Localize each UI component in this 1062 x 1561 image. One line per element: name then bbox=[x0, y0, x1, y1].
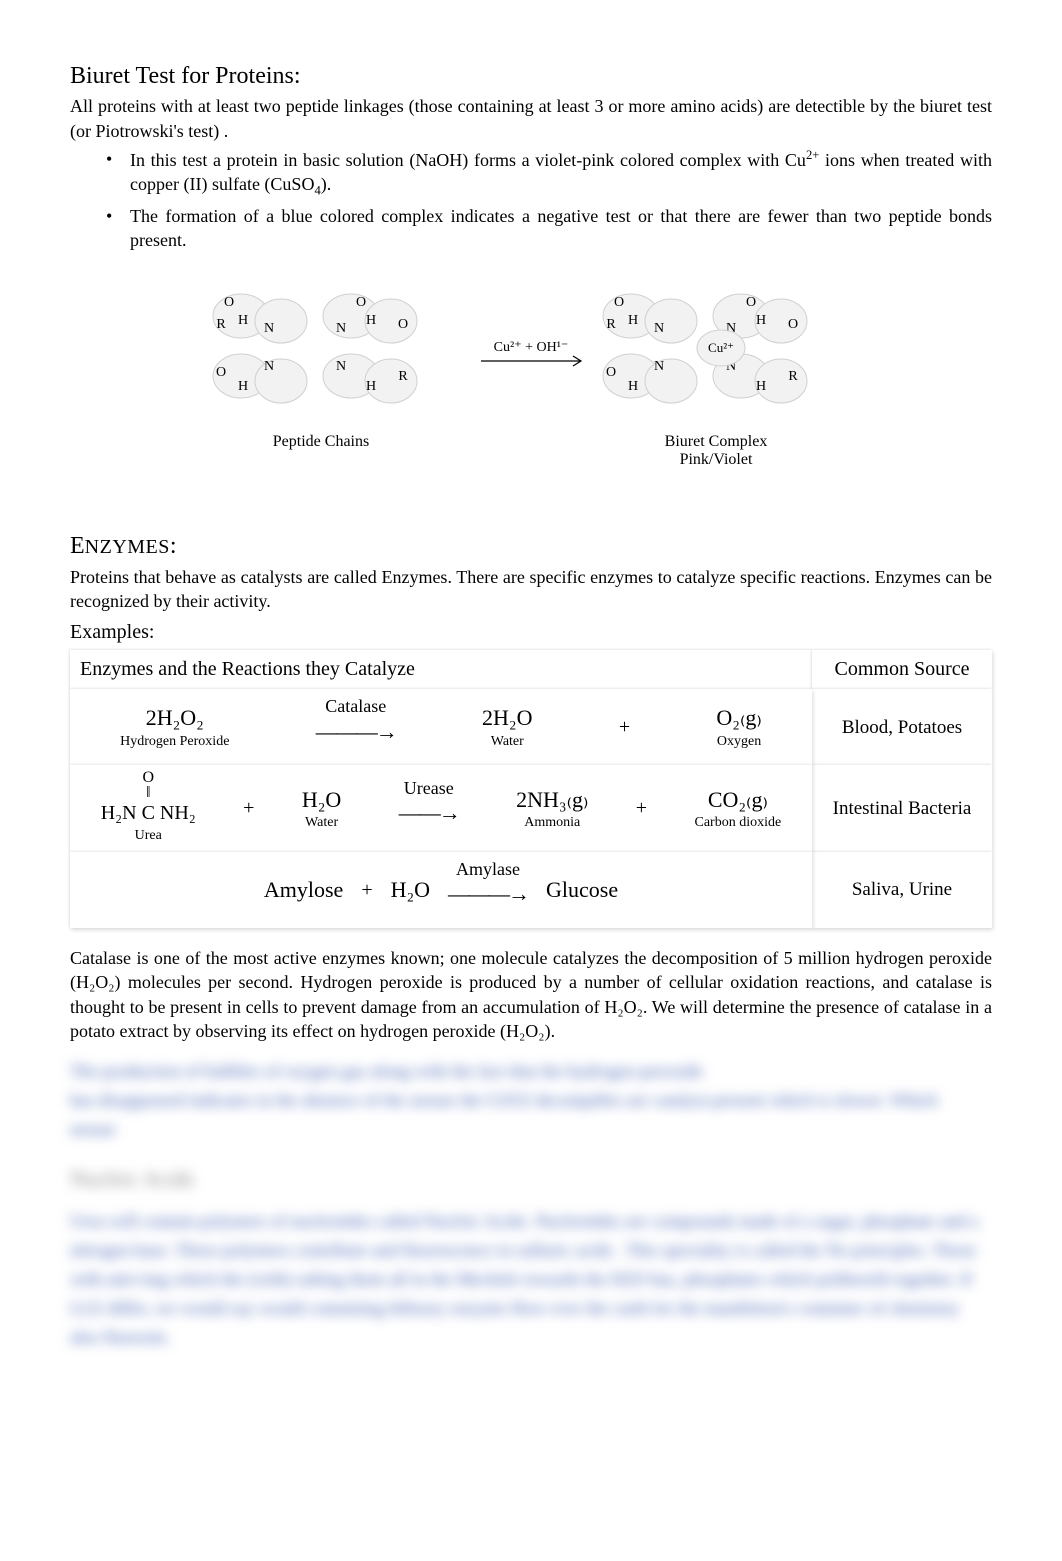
svg-text:H: H bbox=[628, 379, 638, 394]
table-source: Intestinal Bacteria bbox=[812, 765, 992, 852]
svg-text:O: O bbox=[224, 295, 234, 310]
svg-text:N: N bbox=[264, 359, 274, 374]
svg-text:H: H bbox=[238, 379, 248, 394]
svg-text:O: O bbox=[614, 295, 624, 310]
svg-text:H: H bbox=[366, 379, 376, 394]
catalase-para: Catalase is one of the most active enzym… bbox=[70, 946, 992, 1043]
table-header-left: Enzymes and the Reactions they Catalyze bbox=[70, 650, 812, 689]
enzymes-title: ENZYMES: bbox=[70, 530, 992, 562]
svg-text:N: N bbox=[336, 321, 346, 336]
table-row: 2H₂O₂ Hydrogen Peroxide Catalase ———→ 2H… bbox=[70, 689, 812, 765]
svg-text:H: H bbox=[756, 313, 766, 328]
enzymes-para: Proteins that behave as catalysts are ca… bbox=[70, 565, 992, 614]
svg-text:R: R bbox=[788, 369, 798, 384]
svg-text:O: O bbox=[788, 317, 798, 332]
svg-text:Pink/Violet: Pink/Violet bbox=[680, 451, 753, 468]
table-row: O‖ H₂N C NH₂ Urea + H₂O Water Urease ——→… bbox=[70, 765, 812, 852]
biuret-title: Biuret Test for Proteins: bbox=[70, 60, 992, 92]
svg-text:O: O bbox=[356, 295, 366, 310]
examples-label: Examples: bbox=[70, 619, 992, 646]
svg-text:H: H bbox=[628, 313, 638, 328]
svg-text:Cu²⁺: Cu²⁺ bbox=[708, 340, 734, 355]
biuret-bullet-1: In this test a protein in basic solution… bbox=[70, 147, 992, 200]
blurred-heading: Nucleic Acids bbox=[70, 1164, 992, 1194]
svg-text:R: R bbox=[398, 369, 408, 384]
svg-text:Cu²⁺ + OH¹⁻: Cu²⁺ + OH¹⁻ bbox=[494, 340, 569, 355]
svg-text:O: O bbox=[398, 317, 408, 332]
table-source: Saliva, Urine bbox=[812, 852, 992, 928]
table-row: Amylose + H₂O Amylase ———→ Glucose bbox=[70, 852, 812, 928]
table-header-right: Common Source bbox=[812, 650, 992, 689]
svg-text:H: H bbox=[238, 313, 248, 328]
svg-text:H: H bbox=[756, 379, 766, 394]
svg-text:R: R bbox=[216, 317, 226, 332]
biuret-bullet-2: The formation of a blue colored complex … bbox=[70, 204, 992, 253]
svg-text:N: N bbox=[654, 359, 664, 374]
biuret-intro: All proteins with at least two peptide l… bbox=[70, 94, 992, 143]
svg-text:N: N bbox=[336, 359, 346, 374]
svg-text:N: N bbox=[654, 321, 664, 336]
svg-text:O: O bbox=[746, 295, 756, 310]
blurred-text: The production of bubbles of oxygen gas … bbox=[70, 1057, 992, 1143]
svg-text:O: O bbox=[606, 365, 616, 380]
enzymes-table: Enzymes and the Reactions they Catalyze … bbox=[70, 650, 992, 928]
blurred-para: Urea will contain polymers of nucleotide… bbox=[70, 1207, 992, 1351]
svg-text:Peptide Chains: Peptide Chains bbox=[273, 433, 369, 450]
biuret-diagram: ORHNONHONHONHRPeptide ChainsCu²⁺ + OH¹⁻O… bbox=[70, 266, 992, 506]
svg-text:N: N bbox=[264, 321, 274, 336]
svg-text:H: H bbox=[366, 313, 376, 328]
table-source: Blood, Potatoes bbox=[812, 689, 992, 765]
svg-text:Biuret Complex: Biuret Complex bbox=[665, 433, 768, 450]
svg-text:R: R bbox=[606, 317, 616, 332]
svg-text:O: O bbox=[216, 365, 226, 380]
